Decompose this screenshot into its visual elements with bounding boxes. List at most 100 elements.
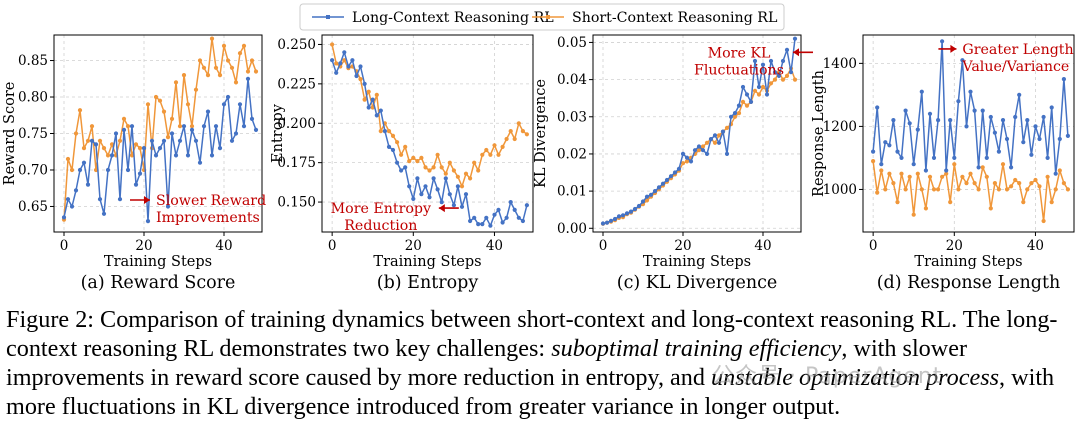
data-point — [165, 135, 171, 140]
annotation-arrowhead — [438, 204, 445, 213]
data-point — [447, 192, 452, 197]
data-point — [407, 184, 412, 189]
series-short-context — [330, 42, 530, 189]
data-point — [988, 206, 993, 211]
data-point — [93, 142, 99, 147]
data-point — [504, 136, 509, 142]
legend-marker — [326, 15, 330, 19]
data-point — [468, 218, 473, 224]
data-point — [189, 124, 195, 129]
data-point — [915, 127, 920, 132]
data-point — [524, 132, 530, 137]
data-point — [784, 47, 790, 53]
data-point — [1041, 114, 1046, 120]
data-point — [137, 171, 143, 176]
data-point — [684, 159, 690, 164]
data-point — [700, 144, 706, 149]
data-point — [476, 222, 481, 227]
data-point — [644, 194, 650, 199]
data-point — [105, 167, 111, 173]
data-point — [201, 124, 207, 129]
data-point — [197, 160, 203, 165]
data-point — [680, 151, 686, 156]
legend-marker — [546, 15, 550, 19]
data-point — [871, 149, 876, 154]
data-point — [1009, 165, 1014, 170]
y-tick-label: 0.85 — [18, 53, 48, 69]
data-point — [459, 204, 465, 209]
data-point — [756, 92, 762, 97]
data-point — [712, 133, 718, 138]
data-point — [992, 130, 998, 135]
data-point — [435, 187, 440, 192]
data-point — [185, 153, 191, 158]
data-point — [508, 129, 513, 134]
data-point — [696, 144, 702, 149]
data-point — [903, 108, 908, 113]
data-point — [157, 98, 163, 103]
data-point — [109, 153, 115, 158]
data-point — [956, 187, 961, 192]
data-point — [415, 176, 420, 181]
data-point — [664, 177, 670, 183]
series-short-context — [871, 159, 1070, 224]
y-tick-label: 1400 — [823, 56, 857, 72]
data-point — [632, 206, 638, 212]
data-point — [736, 111, 742, 116]
data-point — [1061, 181, 1066, 186]
data-point — [936, 187, 941, 192]
data-point — [660, 181, 666, 186]
data-point — [500, 220, 505, 225]
y-tick-label: 0.250 — [277, 37, 316, 53]
data-point — [712, 140, 718, 145]
data-point — [145, 219, 151, 224]
data-point — [330, 42, 335, 47]
data-point — [688, 159, 694, 164]
data-point — [101, 211, 107, 216]
data-point — [403, 165, 408, 170]
data-point — [776, 73, 782, 78]
panel-4: 0 20 40 1000 1200 1400 Training Steps Response … — [811, 34, 1075, 293]
data-point — [740, 99, 746, 104]
data-point — [512, 136, 517, 142]
data-point — [390, 133, 396, 138]
x-tick-label: 40 — [1027, 238, 1044, 254]
data-point — [772, 77, 778, 82]
data-point — [875, 105, 880, 110]
annotation-text: More Entropy — [331, 201, 431, 217]
data-point — [764, 92, 770, 97]
data-point — [923, 206, 929, 211]
series-long-context — [61, 76, 259, 224]
data-point — [153, 94, 159, 100]
data-point — [153, 153, 159, 158]
x-axis-label: Training Steps — [373, 254, 481, 270]
data-point — [871, 159, 876, 164]
data-point — [875, 190, 880, 195]
data-point — [1013, 114, 1018, 120]
data-point — [1021, 140, 1026, 145]
data-point — [69, 167, 75, 173]
data-point — [672, 170, 678, 175]
data-point — [1065, 187, 1070, 192]
data-point — [1045, 155, 1050, 160]
data-point — [720, 129, 726, 134]
x-tick-label: 0 — [869, 238, 878, 254]
data-point — [229, 138, 235, 143]
data-point — [744, 92, 750, 97]
data-point — [948, 200, 953, 205]
data-point — [500, 144, 505, 149]
caption-segment-1: suboptimal training efficiency — [551, 335, 842, 362]
data-point — [476, 168, 481, 173]
data-point — [952, 155, 957, 160]
data-point — [484, 215, 489, 220]
data-point — [656, 185, 662, 190]
data-point — [708, 137, 714, 142]
data-point — [496, 207, 501, 212]
data-point — [879, 162, 884, 167]
y-axis-label: Response Length — [811, 70, 827, 197]
legend-entry: Short-Context Reasoning RL — [532, 10, 778, 26]
data-point — [197, 58, 203, 63]
y-tick-label: 0.175 — [277, 155, 316, 171]
data-point — [85, 182, 91, 187]
